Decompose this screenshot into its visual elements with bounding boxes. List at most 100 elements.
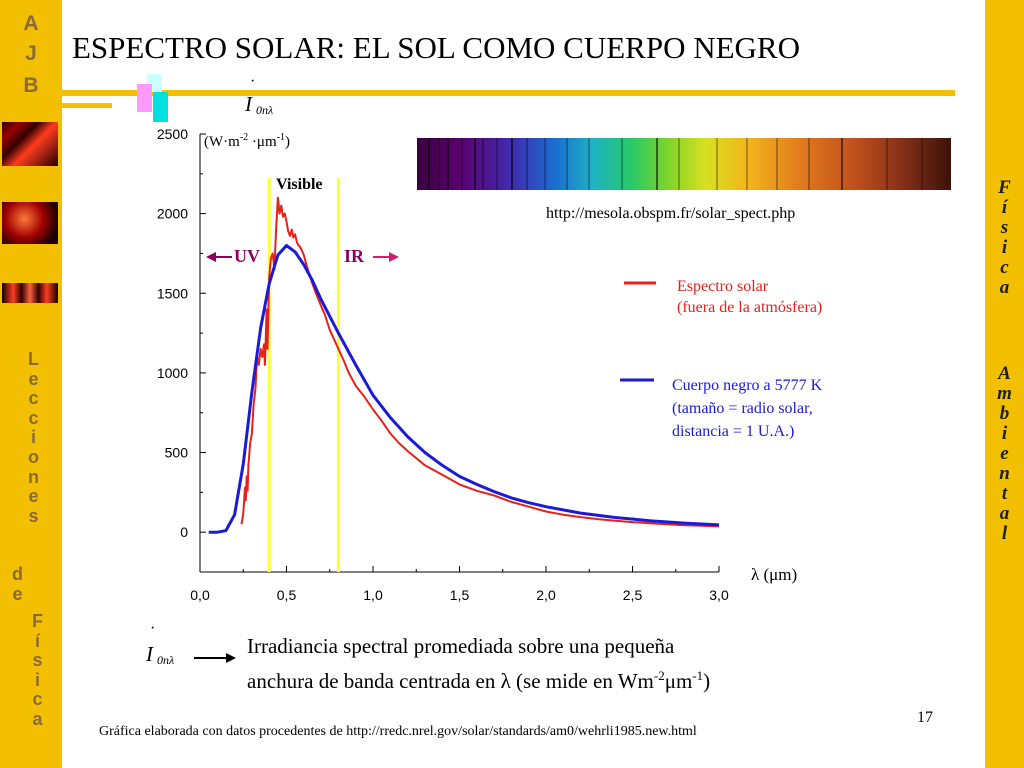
y-tick-label: 0 xyxy=(180,524,188,540)
sidebar-letter: F xyxy=(998,177,1011,198)
definition-arrow-icon xyxy=(194,653,236,663)
legend-solar-name: Espectro solar xyxy=(677,278,769,295)
sidebar-letter: s xyxy=(32,650,43,671)
sidebar-letter: n xyxy=(999,463,1010,484)
sidebar-letter: d xyxy=(12,564,23,584)
spectrum-thumbnail-3 xyxy=(2,283,58,303)
solar-spectrum-line xyxy=(240,196,720,528)
ir-arrow-head xyxy=(389,252,399,262)
x-tick-label: 1,5 xyxy=(450,587,470,603)
uv-label: UV xyxy=(234,246,260,266)
formula-dot: · xyxy=(250,73,256,90)
sidebar-letter: A xyxy=(998,363,1011,384)
sidebar-letter: c xyxy=(32,689,43,710)
legend-solar: Espectro solar (fuera de la atmósfera) xyxy=(677,276,822,318)
x-tick-label: 2,0 xyxy=(536,587,556,603)
title-decoration xyxy=(62,74,955,122)
visible-label: Visible xyxy=(276,176,323,193)
title-underline xyxy=(62,90,955,96)
left-sidebar-content: A J B xyxy=(0,0,62,768)
chart-legend xyxy=(620,281,656,382)
y-tick-label: 1500 xyxy=(157,285,188,301)
monogram-letter-a: A xyxy=(23,12,39,35)
spectrum-thumbnail-2 xyxy=(2,202,58,244)
sidebar-letter: a xyxy=(999,277,1010,298)
sidebar-letter: e xyxy=(12,583,23,604)
sidebar-letter: L xyxy=(28,349,39,369)
sidebar-letter: í xyxy=(34,630,40,651)
slide-title: ESPECTRO SOLAR: EL SOL COMO CUERPO NEGRO xyxy=(72,30,801,65)
spectrum-thumbnail-1 xyxy=(2,122,58,166)
sidebar-letter: o xyxy=(28,446,39,467)
x-tick-label: 1,0 xyxy=(363,587,383,603)
sidebar-letter: a xyxy=(999,503,1010,524)
sidebar-letter: n xyxy=(28,466,39,487)
sidebar-letter: e xyxy=(28,368,39,389)
y-tick-label: 500 xyxy=(165,445,189,461)
legend-blackbody: Cuerpo negro a 5777 K (tamaño = radio so… xyxy=(672,374,822,443)
formula-subscript-bottom: 0nλ xyxy=(157,653,175,667)
sidebar-letter: c xyxy=(1000,257,1009,278)
spectrum-chart: 0 500 1000 1500 2000 2500 0,0 0,5 1,0 1,5 2,0 2,5 3,… xyxy=(157,126,729,603)
formula-subscript: 0nλ xyxy=(256,103,274,117)
y-tick-label: 1000 xyxy=(157,365,188,381)
definition-text: Irradiancia spectral promediada sobre un… xyxy=(247,632,710,696)
sidebar-letter: i xyxy=(1001,237,1008,258)
chart-series xyxy=(208,196,720,534)
legend-solar-note: (fuera de la atmósfera) xyxy=(677,299,823,316)
x-axis-label: λ (μm) xyxy=(751,565,798,584)
sidebar-letter: í xyxy=(1001,197,1008,218)
sidebar-letter: b xyxy=(999,403,1010,424)
ir-label: IR xyxy=(344,246,365,266)
sidebar-letter: i xyxy=(34,669,40,690)
spectrum-absorption-lines xyxy=(428,138,923,190)
sidebar-letter: a xyxy=(32,708,43,729)
monogram-letter-b: B xyxy=(23,74,39,97)
band-arrows xyxy=(206,252,399,262)
formula-symbol-bottom: I xyxy=(146,642,153,666)
sidebar-letter: i xyxy=(30,427,36,448)
sidebar-letter: F xyxy=(32,611,43,631)
legend-blackbody-name: Cuerpo negro a 5777 K xyxy=(672,377,823,394)
y-tick-label: 2500 xyxy=(157,126,188,142)
sidebar-letter: c xyxy=(28,407,39,428)
sidebar-letter: l xyxy=(1001,523,1008,544)
decor-square-pink xyxy=(137,84,152,112)
y-axis-unit: (W·m-2 ·μm-1) xyxy=(204,132,290,150)
sidebar-letter: s xyxy=(28,505,39,526)
formula-dot-bottom: · xyxy=(150,620,156,637)
x-tick-label: 0,0 xyxy=(190,587,210,603)
y-tick-label: 2000 xyxy=(157,206,188,222)
spectrum-source-url[interactable]: http://mesola.obspm.fr/solar_spect.php xyxy=(546,205,796,222)
page-number: 17 xyxy=(917,709,933,726)
legend-blackbody-note-1: (tamaño = radio solar, xyxy=(672,400,813,417)
blackbody-line xyxy=(208,244,720,534)
sidebar-letter: c xyxy=(28,388,39,409)
sidebar-letter: e xyxy=(28,486,39,507)
legend-blackbody-note-2: distancia = 1 U.A.) xyxy=(672,423,795,440)
decor-square-cyan xyxy=(153,92,168,122)
formula-symbol: I xyxy=(245,92,252,116)
x-tick-label: 2,5 xyxy=(623,587,643,603)
definition-line-1: Irradiancia spectral promediada sobre un… xyxy=(247,634,675,658)
sidebar-letter: m xyxy=(997,383,1012,404)
uv-arrow-head xyxy=(206,252,216,262)
solar-spectrum-image xyxy=(417,138,951,190)
sidebar-letter: e xyxy=(1000,443,1009,464)
sidebar-letter: s xyxy=(1000,217,1009,238)
x-tick-label: 0,5 xyxy=(277,587,297,603)
title-underline-short xyxy=(62,103,112,108)
footer-credit: Gráfica elaborada con datos procedentes … xyxy=(99,724,697,739)
sidebar-letter: t xyxy=(1001,483,1008,504)
right-sidebar xyxy=(985,0,1024,768)
monogram-letter-j: J xyxy=(25,42,37,65)
definition-line-2: anchura de banda centrada en λ (se mide … xyxy=(247,668,711,693)
visible-band-lines xyxy=(267,178,340,572)
chart-axes: 0 500 1000 1500 2000 2500 0,0 0,5 1,0 1,5 2,0 2,5 3,… xyxy=(157,126,729,603)
sidebar-letter: i xyxy=(1001,423,1008,444)
